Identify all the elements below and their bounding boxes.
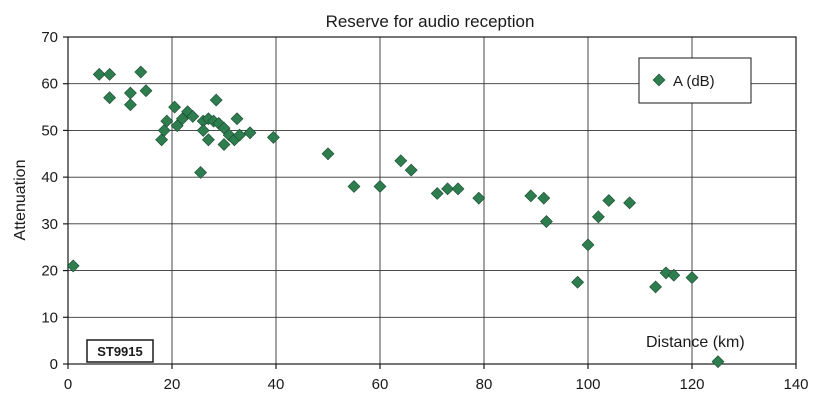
data-point xyxy=(394,154,408,168)
legend: A (dB) xyxy=(638,57,752,104)
data-point xyxy=(217,138,231,151)
data-point xyxy=(685,271,699,285)
data-point xyxy=(581,238,595,252)
x-tick-label: 20 xyxy=(164,376,181,393)
data-point xyxy=(103,91,117,105)
data-point xyxy=(168,100,182,114)
data-point xyxy=(623,196,637,210)
x-axis-ticks: 0 20 40 60 80 100 120 140 xyxy=(64,364,809,393)
y-tick-label: 30 xyxy=(41,216,58,233)
x-tick-label: 0 xyxy=(64,376,72,393)
data-point xyxy=(123,98,137,112)
data-point xyxy=(243,126,257,140)
y-tick-label: 60 xyxy=(41,76,58,93)
data-point xyxy=(430,187,444,200)
data-point xyxy=(591,210,605,224)
data-point xyxy=(347,180,361,193)
data-point xyxy=(441,182,455,196)
data-point xyxy=(134,65,148,79)
data-point xyxy=(209,93,223,107)
data-point xyxy=(451,182,465,196)
data-points xyxy=(66,65,725,369)
data-point xyxy=(373,180,387,193)
y-tick-label: 0 xyxy=(50,356,58,373)
data-point xyxy=(139,84,153,98)
data-point xyxy=(103,67,117,81)
data-point xyxy=(667,268,681,282)
data-point xyxy=(537,191,551,205)
data-point xyxy=(194,166,208,179)
y-axis-label: Attenuation xyxy=(12,160,29,241)
x-tick-label: 60 xyxy=(372,376,389,393)
data-point xyxy=(321,147,335,161)
y-tick-label: 40 xyxy=(41,169,58,186)
chart-title: Reserve for audio reception xyxy=(326,12,535,31)
data-point xyxy=(602,194,616,207)
data-point xyxy=(230,112,244,126)
data-point xyxy=(571,275,585,289)
data-point xyxy=(155,133,169,147)
data-point xyxy=(649,280,663,294)
data-point xyxy=(524,189,538,203)
data-point xyxy=(92,67,106,81)
data-point xyxy=(472,191,486,205)
stamp: ST9915 xyxy=(86,339,154,363)
x-tick-label: 140 xyxy=(783,376,808,393)
data-point xyxy=(157,124,171,137)
x-axis-label: Distance (km) xyxy=(646,334,745,351)
x-tick-label: 120 xyxy=(679,376,704,393)
data-point xyxy=(196,124,210,137)
stamp-box xyxy=(86,339,154,363)
data-point xyxy=(711,355,725,369)
y-tick-label: 20 xyxy=(41,263,58,280)
data-point xyxy=(539,215,553,228)
legend-marker xyxy=(652,73,666,87)
stamp-label: ST9915 xyxy=(97,344,143,359)
data-point xyxy=(186,109,200,123)
y-axis-ticks: 0 10 20 30 40 50 60 70 xyxy=(41,29,68,373)
data-point xyxy=(123,86,137,100)
y-tick-label: 70 xyxy=(41,29,58,46)
y-tick-label: 50 xyxy=(41,122,58,139)
x-tick-label: 80 xyxy=(476,376,493,393)
data-point xyxy=(233,128,247,142)
legend-label: A (dB) xyxy=(673,73,715,90)
plot-area-frame xyxy=(67,36,797,365)
x-tick-label: 40 xyxy=(268,376,285,393)
data-point xyxy=(201,133,215,147)
data-point xyxy=(404,163,418,177)
y-tick-label: 10 xyxy=(41,309,58,326)
data-point xyxy=(160,114,174,128)
data-point xyxy=(266,131,280,144)
data-point xyxy=(181,105,195,119)
x-tick-label: 100 xyxy=(575,376,600,393)
data-point xyxy=(66,259,80,273)
